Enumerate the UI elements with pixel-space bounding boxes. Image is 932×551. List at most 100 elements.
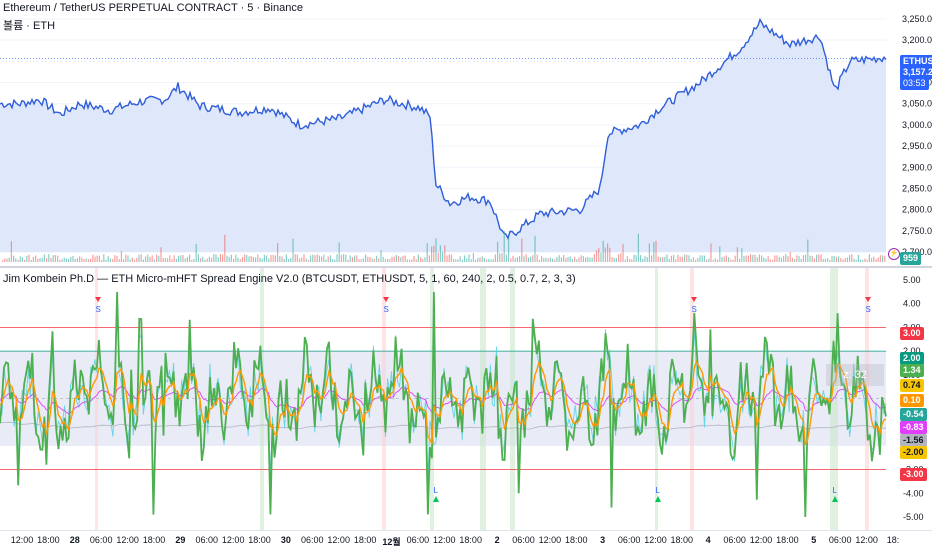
- volume-bar: [195, 243, 197, 262]
- volume-bar: [789, 251, 791, 262]
- volume-bar: [367, 256, 369, 262]
- volume-bar: [400, 257, 402, 262]
- volume-bar: [840, 258, 842, 262]
- volume-bar: [96, 255, 98, 262]
- volume-bar: [640, 255, 642, 262]
- volume-bar: [134, 259, 136, 262]
- volume-bar: [222, 254, 224, 262]
- indicator-pane[interactable]: 5.004.003.002.001.000.00-1.00-2.00-3.00-…: [0, 268, 932, 530]
- volume-bar: [149, 256, 151, 262]
- volume-bar: [596, 250, 598, 262]
- time-axis-label: 06:00: [195, 535, 219, 545]
- volume-bar: [545, 257, 547, 262]
- volume-bar: [285, 254, 287, 262]
- time-axis-label: 06:00: [89, 535, 113, 545]
- signal-column: [690, 268, 694, 530]
- pane-separator[interactable]: [0, 266, 932, 268]
- volume-bar: [851, 254, 853, 262]
- indicator-chart[interactable]: 5.004.003.002.001.000.00-1.00-2.00-3.00-…: [0, 268, 932, 530]
- volume-bar: [622, 243, 624, 262]
- volume-bar: [488, 259, 490, 262]
- price-axis-label: 2,800.00: [902, 205, 932, 215]
- volume-bar: [433, 245, 435, 262]
- volume-bar: [849, 255, 851, 262]
- volume-bar: [884, 255, 886, 262]
- volume-bar: [85, 258, 87, 262]
- volume-bar: [585, 257, 587, 262]
- volume-bar: [274, 255, 276, 262]
- volume-bar: [692, 257, 694, 262]
- volume-bar: [503, 231, 505, 262]
- volume-bar: [574, 256, 576, 262]
- volume-bar: [345, 254, 347, 262]
- volume-bar: [455, 259, 457, 262]
- time-axis-label: 18:00: [670, 535, 694, 545]
- volume-bar: [411, 259, 413, 262]
- volume-bar: [153, 259, 155, 262]
- volume-bar: [266, 255, 268, 262]
- price-pane[interactable]: 3,250.003,200.003,150.003,100.003,050.00…: [0, 0, 932, 266]
- volume-bar: [530, 256, 532, 262]
- price-axis-label: 2,950.00: [902, 141, 932, 151]
- short-signal-arrow: [691, 297, 697, 302]
- volume-bar: [646, 256, 648, 262]
- volume-bar: [2, 259, 4, 262]
- volume-bar: [618, 254, 620, 262]
- long-signal-label: L: [656, 486, 661, 495]
- volume-bar: [299, 258, 301, 262]
- volume-bar: [554, 259, 556, 262]
- volume-bar: [783, 255, 785, 262]
- volume-bar: [402, 255, 404, 262]
- volume-bar: [39, 258, 41, 262]
- volume-bar: [717, 259, 719, 262]
- volume-bar: [46, 258, 48, 262]
- volume-bar: [13, 255, 15, 262]
- time-axis-label: 18:00: [142, 535, 166, 545]
- time-axis-label: 28: [69, 535, 80, 545]
- volume-bar: [4, 258, 6, 262]
- price-chart[interactable]: 3,250.003,200.003,150.003,100.003,050.00…: [0, 0, 932, 266]
- time-axis-label: 2: [494, 535, 500, 545]
- volume-bar: [688, 255, 690, 262]
- lightning-icon[interactable]: ⚡: [888, 248, 900, 260]
- volume-bar: [686, 254, 688, 262]
- volume-bar: [613, 257, 615, 262]
- volume-bar: [52, 255, 54, 262]
- volume-bar: [657, 256, 659, 262]
- volume-bar: [6, 258, 8, 262]
- volume-bar: [219, 254, 221, 262]
- volume-bar: [26, 255, 28, 262]
- volume-bar: [761, 255, 763, 262]
- fast-ma-series: [0, 360, 887, 447]
- volume-bar: [824, 258, 826, 262]
- volume-bar: [589, 257, 591, 262]
- volume-bar: [466, 258, 468, 262]
- volume-bar: [70, 257, 72, 262]
- volume-bar: [290, 257, 292, 262]
- volume-bar: [879, 255, 881, 262]
- volume-bar: [255, 257, 257, 262]
- time-axis[interactable]: 12:00 18:00 28 06:00 12:00 18:00 29 06:00 12:00 1…: [0, 530, 932, 551]
- volume-bar: [655, 240, 657, 262]
- volume-bar: [752, 254, 754, 262]
- time-axis-label: 18:00: [353, 535, 377, 545]
- volume-bar: [376, 255, 378, 262]
- volume-bar: [184, 258, 186, 262]
- volume-bar: [312, 254, 314, 262]
- volume-bar: [631, 259, 633, 262]
- volume-bar: [798, 256, 800, 262]
- volume-bar: [277, 243, 279, 262]
- time-axis-label: 30: [280, 535, 291, 545]
- volume-bar: [758, 254, 760, 262]
- volume-bar: [316, 254, 318, 262]
- volume-bar: [171, 259, 173, 262]
- baseline-series: [0, 421, 887, 430]
- volume-bar: [809, 255, 811, 262]
- volume-bar: [387, 258, 389, 262]
- volume-bar: [637, 233, 639, 262]
- volume-bar: [68, 259, 70, 262]
- time-axis-label: 06:00: [512, 535, 535, 545]
- volume-bar: [389, 258, 391, 262]
- price-axis-label: 3,250.00: [902, 14, 932, 24]
- indicator-axis-label: -4.00: [903, 488, 924, 498]
